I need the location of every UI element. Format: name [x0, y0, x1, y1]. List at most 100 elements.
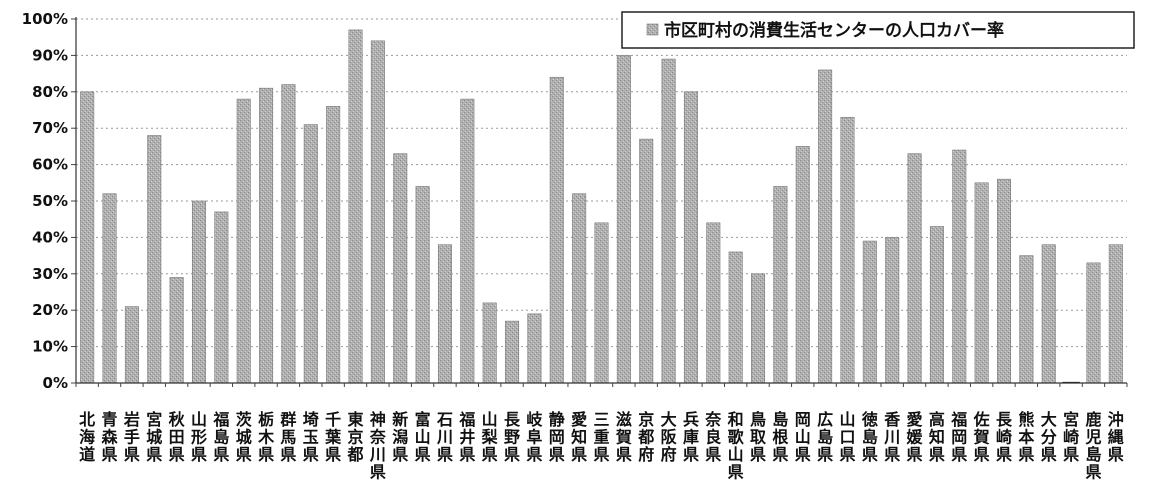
x-tick-label: 佐賀県: [973, 410, 990, 464]
bar: [102, 193, 117, 384]
bar: [1108, 244, 1123, 384]
bar: [795, 146, 810, 384]
x-tick-label: 三重県: [593, 410, 609, 464]
x-tick-label: 和歌山県: [728, 410, 745, 482]
bar: [885, 237, 900, 384]
x-tick-label: 群馬県: [280, 410, 296, 464]
x-tick-label: 愛知県: [571, 410, 587, 464]
bar: [460, 98, 475, 384]
x-tick-label: 宮城県: [146, 410, 162, 464]
x-tick-label: 千葉県: [324, 410, 342, 464]
bar: [236, 98, 251, 384]
bar: [751, 273, 766, 384]
x-tick-label: 岐阜県: [526, 410, 542, 464]
legend: 市区町村の消費生活センターの人口カバー率: [621, 11, 1135, 49]
x-tick-label: 東京都: [347, 410, 364, 464]
x-tick-label: 神奈川県: [369, 410, 387, 482]
x-tick-label: 山梨県: [481, 410, 499, 464]
bar: [415, 186, 430, 384]
bar: [706, 222, 721, 384]
bar: [1041, 244, 1056, 384]
x-tick-label: 岩手県: [123, 410, 140, 464]
bar: [862, 240, 877, 384]
bar: [997, 178, 1012, 384]
bar: [124, 306, 139, 384]
x-tick-label: 鳥取県: [750, 410, 766, 464]
bar: [482, 302, 497, 384]
bar: [214, 211, 229, 384]
x-tick-label: 秋田県: [169, 410, 186, 464]
bar: [393, 153, 408, 384]
y-tick-label: 30%: [32, 265, 68, 283]
bar: [974, 182, 989, 384]
x-tick-label: 大阪府: [661, 410, 678, 464]
bar: [527, 313, 542, 384]
x-tick-label: 福井県: [458, 410, 475, 464]
bar: [191, 200, 206, 384]
x-tick-label: 長崎県: [996, 410, 1013, 464]
legend-swatch: [646, 23, 659, 36]
bar: [683, 91, 698, 384]
x-tick-label: 長野県: [504, 410, 521, 464]
bar: [1019, 255, 1034, 384]
bar: [661, 58, 676, 384]
x-tick-label: 青森県: [102, 410, 119, 464]
x-category-labels: 北海道青森県岩手県宮城県秋田県山形県福島県茨城県栃木県群馬県埼玉県千葉県東京都神…: [79, 410, 1124, 482]
bar: [281, 84, 296, 384]
x-tick-label: 広島県: [817, 410, 833, 464]
y-tick-label: 60%: [32, 156, 68, 174]
bars: [80, 29, 1123, 384]
y-tick-label: 20%: [32, 301, 68, 319]
y-tick-labels: 0% 10% 20% 30% 40% 50% 60% 70% 80% 90% 100%: [22, 10, 68, 392]
x-tick-label: 大分県: [1041, 410, 1057, 464]
bar: [929, 226, 944, 384]
bar: [348, 29, 363, 384]
y-tick-label: 40%: [32, 228, 68, 246]
x-tick-label: 香川県: [883, 410, 901, 464]
bar: [616, 55, 631, 384]
x-tick-label: 兵庫県: [683, 410, 699, 464]
bar: [907, 153, 922, 384]
x-tick-label: 埼玉県: [303, 410, 319, 464]
y-tick-label: 70%: [32, 119, 68, 137]
x-tick-label: 京都府: [637, 410, 654, 464]
x-tick-label: 北海道: [79, 410, 95, 464]
x-tick-label: 新潟県: [392, 410, 408, 464]
x-tick-label: 静岡県: [549, 410, 565, 464]
bar: [1086, 262, 1101, 384]
x-tick-label: 石川県: [436, 410, 453, 464]
bar: [80, 91, 95, 384]
x-tick-label: 熊本県: [1018, 410, 1034, 464]
bar: [594, 222, 609, 384]
x-tick-label: 奈良県: [704, 410, 722, 464]
bar: [169, 277, 184, 384]
bar: [952, 149, 967, 384]
x-tick-label: 富山県: [415, 410, 431, 464]
x-tick-label: 滋賀県: [615, 410, 632, 464]
x-tick-label: 鹿児島県: [1084, 410, 1101, 482]
x-tick-label: 高知県: [929, 410, 945, 464]
bar: [549, 76, 564, 384]
legend-label: 市区町村の消費生活センターの人口カバー率: [664, 20, 1004, 41]
x-tick-label: 愛媛県: [906, 410, 924, 464]
x-tick-label: 島根県: [772, 410, 788, 464]
y-tick-label: 10%: [32, 338, 68, 356]
x-tick-label: 徳島県: [861, 410, 878, 464]
y-tick-label: 0%: [43, 374, 68, 392]
y-tick-label: 90%: [32, 46, 68, 64]
bar: [259, 87, 274, 384]
x-tick-label: 栃木県: [257, 410, 275, 464]
y-tick-label: 80%: [32, 83, 68, 101]
bar: [303, 124, 318, 384]
y-tick-label: 100%: [22, 10, 68, 28]
x-tick-label: 山形県: [191, 410, 207, 464]
x-tick-label: 山口県: [839, 410, 855, 464]
x-tick-label: 岡山県: [795, 410, 811, 464]
bar: [147, 135, 162, 384]
bar: [572, 193, 587, 384]
x-tick-label: 茨城県: [236, 410, 252, 464]
bar: [728, 251, 743, 384]
x-tick-label: 福島県: [212, 410, 229, 464]
